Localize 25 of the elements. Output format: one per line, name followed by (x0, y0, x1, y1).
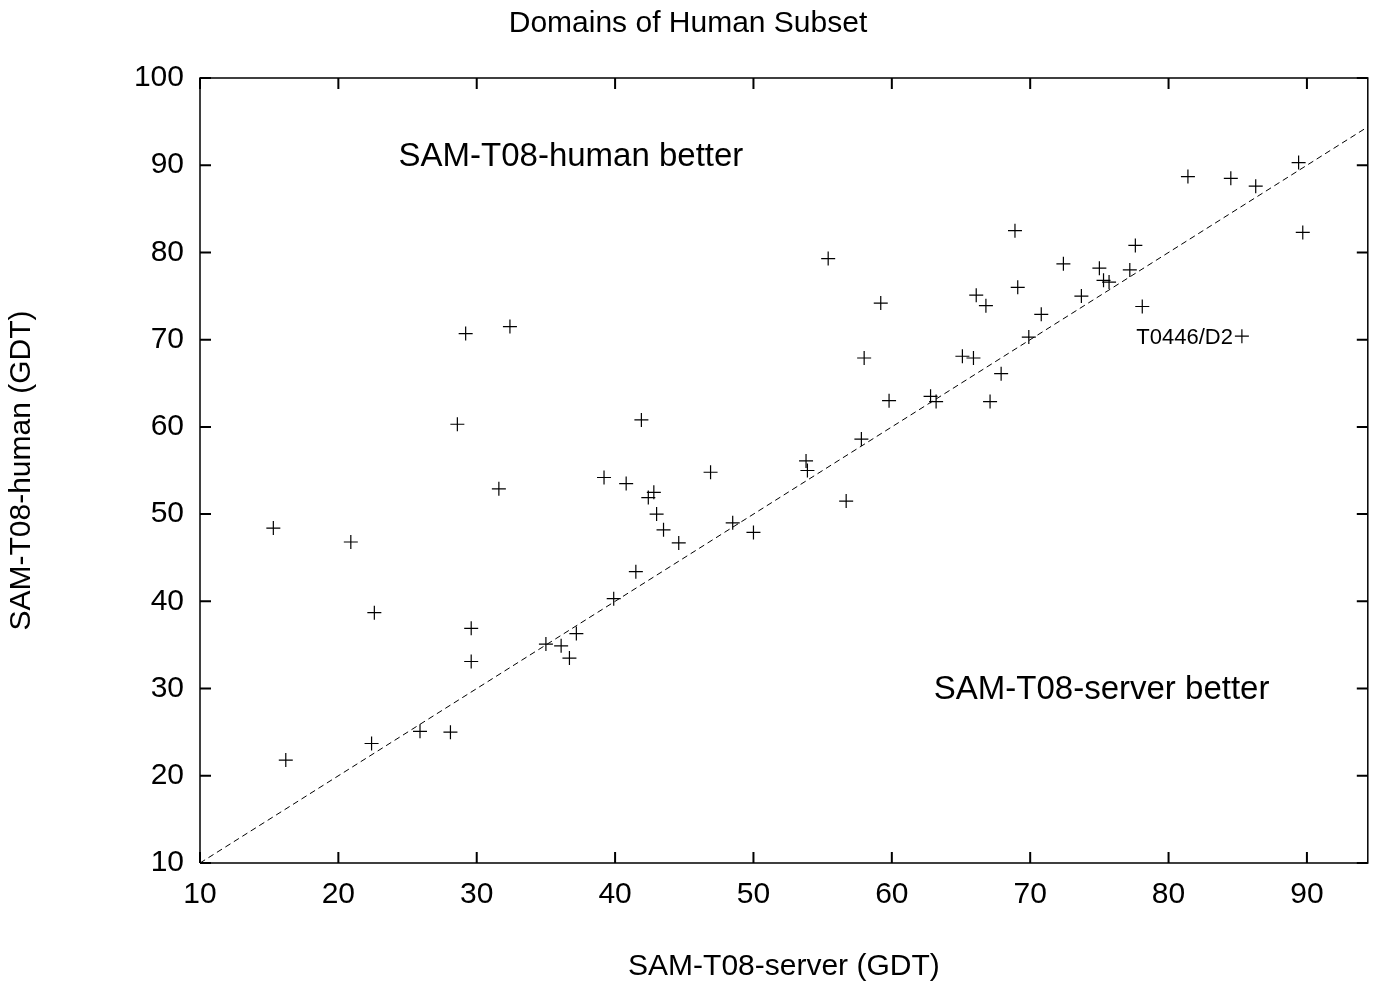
x-tick-label: 30 (460, 876, 494, 910)
y-tick-label: 20 (150, 757, 184, 791)
y-tick-label: 70 (150, 320, 184, 354)
x-tick-label: 70 (1013, 876, 1047, 910)
y-tick-label: 80 (150, 233, 184, 267)
annotation: T0446/D2 (1136, 324, 1233, 350)
chart-title: Domains of Human Subset (508, 5, 868, 39)
y-tick-label: 60 (150, 408, 184, 442)
y-tick-label: 90 (150, 146, 184, 180)
y-axis-title: SAM-T08-human (GDT) (3, 310, 37, 631)
x-tick-label: 90 (1290, 876, 1324, 910)
annotation: SAM-T08-human better (398, 135, 744, 173)
x-tick-label: 40 (598, 876, 632, 910)
x-tick-label: 50 (736, 876, 771, 910)
y-tick-label: 50 (150, 495, 184, 529)
x-tick-label: 80 (1151, 876, 1186, 910)
x-axis-title: SAM-T08-server (GDT) (628, 948, 940, 982)
x-tick-label: 20 (321, 876, 356, 910)
y-tick-label: 40 (150, 582, 184, 616)
y-tick-label: 30 (150, 669, 184, 703)
annotation: SAM-T08-server better (933, 669, 1270, 707)
y-tick-label: 100 (133, 59, 184, 93)
x-tick-label: 60 (875, 876, 909, 910)
y-tick-label: 10 (150, 844, 184, 878)
x-tick-label: 10 (183, 876, 217, 910)
